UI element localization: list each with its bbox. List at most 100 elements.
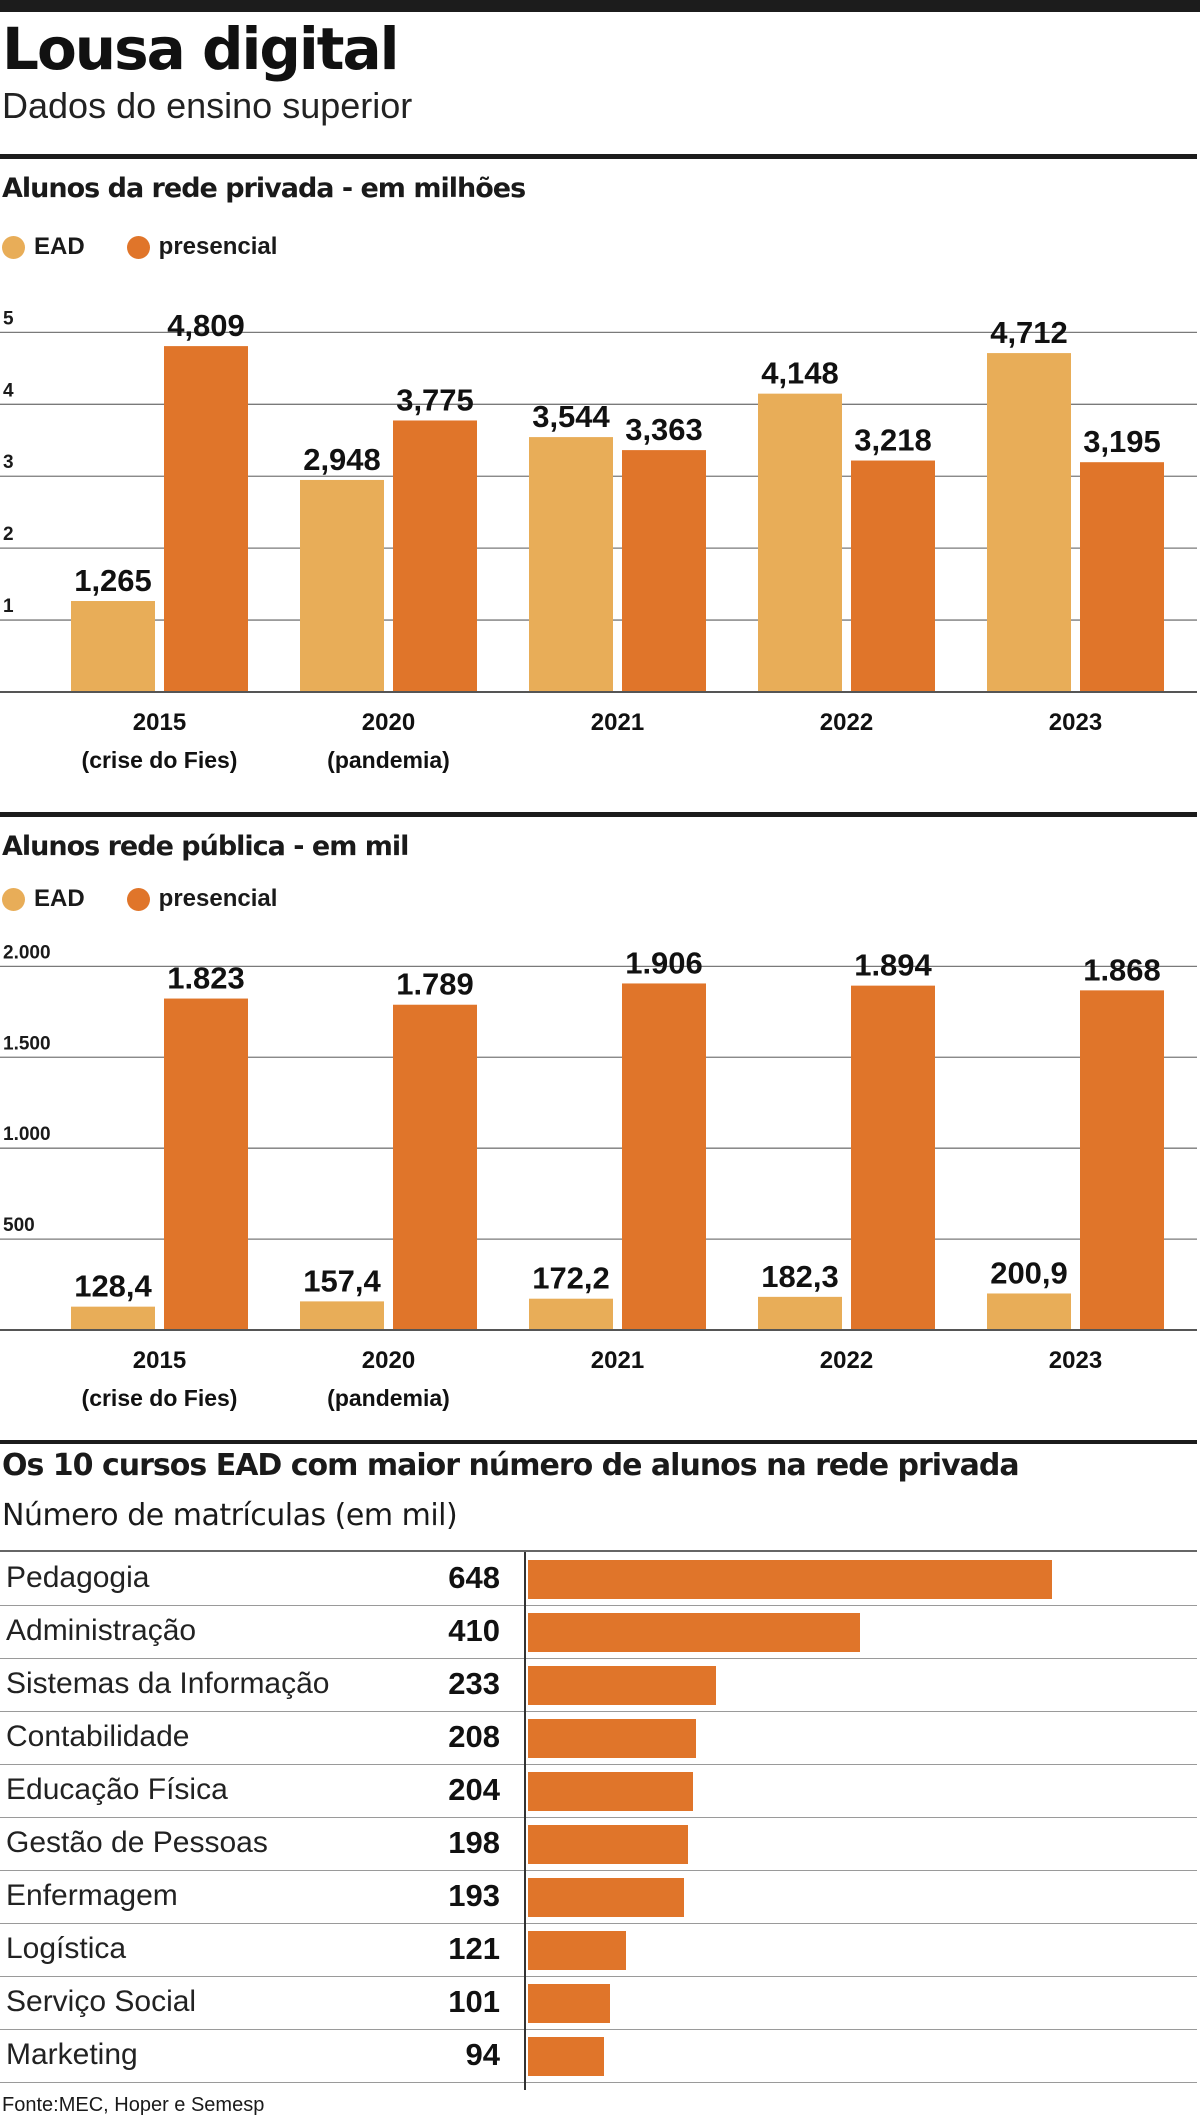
bar-ead-2023 (987, 1293, 1071, 1330)
x-tick-label: 2021 (591, 709, 644, 736)
section-rule-courses (0, 1440, 1197, 1444)
top-bar (0, 0, 1200, 12)
y-tick-label: 3 (3, 452, 14, 473)
course-bar (528, 1931, 626, 1970)
list-item: Sistemas da Informação 233 (0, 1659, 1197, 1712)
row-divider (0, 1605, 1197, 1606)
data-label: 1.906 (625, 945, 703, 980)
data-label: 1.789 (396, 967, 474, 1002)
row-divider (0, 1923, 1197, 1924)
data-label: 3,544 (532, 399, 610, 434)
bar-presencial-2020 (393, 420, 477, 692)
course-name: Serviço Social (6, 1985, 197, 2018)
course-name: Logística (6, 1932, 127, 1965)
bar-presencial-2022 (851, 460, 935, 692)
bar-ead-2021 (529, 1298, 613, 1330)
legend-swatch-presencial (126, 235, 150, 259)
legend-private: EAD presencial (2, 229, 319, 265)
data-label: 4,809 (167, 308, 245, 343)
course-value: 648 (448, 1560, 500, 1595)
data-label: 4,712 (990, 315, 1068, 350)
course-value: 94 (465, 2037, 500, 2072)
legend-public: EAD presencial (2, 881, 319, 917)
data-label: 157,4 (303, 1263, 381, 1298)
chart-title-public: Alunos rede pública - em mil (2, 831, 409, 862)
data-label: 1.894 (854, 948, 932, 983)
row-divider (0, 1764, 1197, 1765)
bar-ead-2022 (758, 393, 842, 692)
page-subtitle: Dados do ensino superior (2, 85, 413, 126)
list-item: Educação Física 204 (0, 1765, 1197, 1818)
x-tick-label: 2015 (133, 1347, 186, 1374)
courses-top-rule (0, 1550, 1197, 1552)
list-item: Contabilidade 208 (0, 1712, 1197, 1765)
row-divider (0, 2082, 1197, 2083)
x-tick-label: 2022 (820, 709, 873, 736)
course-bar (528, 1666, 717, 1705)
list-item: Serviço Social 101 (0, 1977, 1197, 2030)
course-name: Contabilidade (6, 1720, 190, 1753)
y-tick-label: 2.000 (3, 942, 51, 963)
data-label: 1,265 (74, 563, 152, 598)
legend-label-ead: EAD (34, 885, 85, 912)
course-bar (528, 1772, 693, 1811)
list-item: Pedagogia 648 (0, 1553, 1197, 1606)
y-tick-label: 1.500 (3, 1033, 51, 1054)
list-item: Enfermagem 193 (0, 1871, 1197, 1924)
bar-ead-2015 (71, 601, 155, 692)
course-name: Educação Física (6, 1773, 228, 1806)
data-label: 4,148 (761, 356, 839, 391)
data-label: 182,3 (761, 1259, 839, 1294)
data-label: 1.868 (1083, 952, 1161, 987)
course-name: Gestão de Pessoas (6, 1826, 268, 1859)
course-value: 410 (448, 1613, 500, 1648)
section-rule-public (0, 812, 1197, 817)
x-tick-label: 2023 (1049, 1347, 1102, 1374)
course-name: Administração (6, 1614, 197, 1647)
course-value: 101 (448, 1984, 500, 2019)
course-name: Sistemas da Informação (6, 1667, 330, 1700)
y-tick-label: 500 (3, 1215, 35, 1236)
x-tick-note: (pandemia) (327, 747, 450, 773)
data-label: 1.823 (167, 961, 245, 996)
list-item: Logística 121 (0, 1924, 1197, 1977)
data-label: 172,2 (532, 1261, 610, 1296)
section-rule-private (0, 154, 1197, 159)
legend-label-ead: EAD (34, 233, 85, 260)
course-value: 193 (448, 1878, 500, 1913)
x-tick-note: (pandemia) (327, 1385, 450, 1411)
source-note: Fonte:MEC, Hoper e Semesp (2, 2094, 265, 2116)
course-value: 208 (448, 1719, 500, 1754)
list-item: Marketing 94 (0, 2030, 1197, 2083)
page-title: Lousa digital (2, 15, 399, 83)
row-divider (0, 1976, 1197, 1977)
row-divider (0, 1711, 1197, 1712)
data-label: 128,4 (74, 1269, 152, 1304)
legend-swatch-ead (2, 235, 25, 259)
row-divider (0, 1658, 1197, 1659)
courses-axis-line (524, 1552, 526, 2090)
x-tick-label: 2020 (362, 1347, 415, 1374)
bar-presencial-2021 (622, 450, 706, 692)
legend-label-presencial: presencial (158, 885, 278, 912)
x-tick-label: 2015 (133, 709, 186, 736)
course-bar (528, 1984, 610, 2023)
x-tick-label: 2023 (1049, 709, 1102, 736)
data-label: 3,775 (396, 382, 474, 417)
row-divider (0, 1870, 1197, 1871)
x-tick-label: 2020 (362, 709, 415, 736)
bar-ead-2020 (300, 479, 384, 692)
x-tick-note: (crise do Fies) (82, 747, 238, 773)
course-value: 204 (448, 1772, 500, 1807)
row-divider (0, 2029, 1197, 2030)
legend-swatch-ead (2, 887, 25, 911)
data-label: 3,363 (625, 412, 703, 447)
course-value: 121 (448, 1931, 500, 1966)
chart-title-private: Alunos da rede privada - em milhões (2, 173, 526, 204)
data-label: 3,195 (1083, 424, 1161, 459)
x-tick-label: 2022 (820, 1347, 873, 1374)
y-tick-label: 1.000 (3, 1124, 51, 1145)
bar-ead-2020 (300, 1301, 384, 1330)
bar-ead-2015 (71, 1306, 155, 1330)
